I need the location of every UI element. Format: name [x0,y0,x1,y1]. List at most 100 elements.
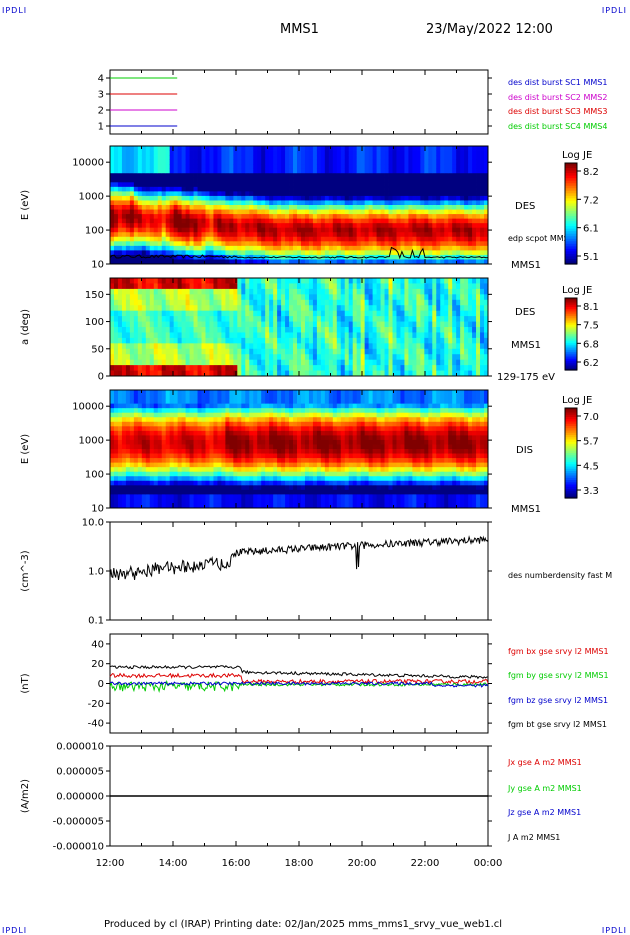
des-energy-cell [389,173,393,178]
des-energy-cell [118,205,122,210]
dis-energy-cell [150,422,154,427]
dis-energy-cell [122,490,126,495]
des-energy-cell [385,232,389,237]
des-energy-cell [122,214,126,219]
des-pitch-cell [333,322,337,328]
des-energy-cell [420,214,424,219]
des-pitch-cell [198,354,202,360]
des-pitch-cell [325,365,329,371]
des-energy-cell [460,228,464,233]
des-energy-cell [134,182,138,187]
des-energy-cell [428,196,432,201]
des-energy-cell [464,173,468,178]
des-pitch-cell [205,322,209,328]
des-energy-cell [369,205,373,210]
des-energy-cell [217,232,221,237]
des-energy-cell [146,246,150,251]
des-energy-cell [464,164,468,169]
des-energy-cell [202,223,206,228]
dis-energy-cell [122,458,126,463]
des-pitch-cell [249,338,253,344]
des-energy-cell [456,182,460,187]
des-pitch-cell [233,289,237,295]
des-energy-cell [142,164,146,169]
des-energy-cell [357,187,361,192]
des-pitch-cell [114,343,118,349]
dis-energy-cell [146,449,150,454]
des-pitch-cell [253,338,257,344]
des-pitch-cell [293,278,297,284]
des-energy-cell [221,196,225,201]
des-energy-cell [225,196,229,201]
des-pitch-cell [178,283,182,289]
dis-energy-cell [110,440,114,445]
des-pitch-cell [361,322,365,328]
des-energy-cell [408,151,412,156]
des-energy-cell [221,146,225,151]
des-energy-cell [257,237,261,242]
des-energy-cell [349,232,353,237]
dis-energy-cell [118,454,122,459]
des-pitch-cell [134,338,138,344]
des-pitch-cell [253,294,257,300]
dis-energy-cell [190,449,194,454]
des-pitch-cell [337,311,341,317]
des-energy-cell [361,210,365,215]
des-pitch-cell [412,332,416,338]
des-energy-cell [213,146,217,151]
dis-energy-cell [178,476,182,481]
des-energy-cell [174,169,178,174]
des-energy-cell [130,219,134,224]
dis-energy-cell [138,440,142,445]
des-pitch-cell [134,354,138,360]
des-pitch-cell [393,354,397,360]
des-pitch-cell [396,305,400,311]
des-energy-cell [476,169,480,174]
des-energy-cell [277,164,281,169]
des-energy-cell [289,237,293,242]
des-energy-cell [237,191,241,196]
des-pitch-cell [178,360,182,366]
des-energy-cell [134,237,138,242]
des-pitch-cell [245,316,249,322]
des-energy-ytick-label: 1000 [79,192,104,203]
dis-energy-cell [190,440,194,445]
des-energy-cell [202,173,206,178]
des-energy-cell [225,151,229,156]
dis-energy-cell [194,467,198,472]
des-pitch-cell [440,294,444,300]
des-pitch-cell [480,289,484,295]
des-pitch-cell [229,316,233,322]
des-pitch-cell [373,316,377,322]
des-pitch-cell [301,338,305,344]
des-energy-cell [321,155,325,160]
des-pitch-cell [245,283,249,289]
des-energy-cell [297,160,301,165]
des-pitch-cell [265,289,269,295]
des-energy-cell [369,155,373,160]
des-pitch-cell [400,305,404,311]
des-pitch-cell [373,300,377,306]
des-energy-cell [309,237,313,242]
des-pitch-cell [202,294,206,300]
des-pitch-cell [150,365,154,371]
burst-ytick-label: 3 [98,90,104,101]
des-energy-cell [468,155,472,160]
des-energy-cell [190,250,194,255]
des-pitch-cell [381,349,385,355]
des-energy-cell [333,219,337,224]
des-pitch-cell [416,278,420,284]
des-energy-cell [361,205,365,210]
des-pitch-cell [186,278,190,284]
des-energy-cell [245,241,249,246]
des-pitch-cell [190,300,194,306]
des-energy-cell [404,200,408,205]
des-energy-cell [297,237,301,242]
des-pitch-cell [130,343,134,349]
des-pitch-cell [186,332,190,338]
des-pitch-cell [357,338,361,344]
des-pitch-cell [285,343,289,349]
des-pitch-cell [408,343,412,349]
des-energy-cell [396,214,400,219]
des-pitch-cell [122,322,126,328]
